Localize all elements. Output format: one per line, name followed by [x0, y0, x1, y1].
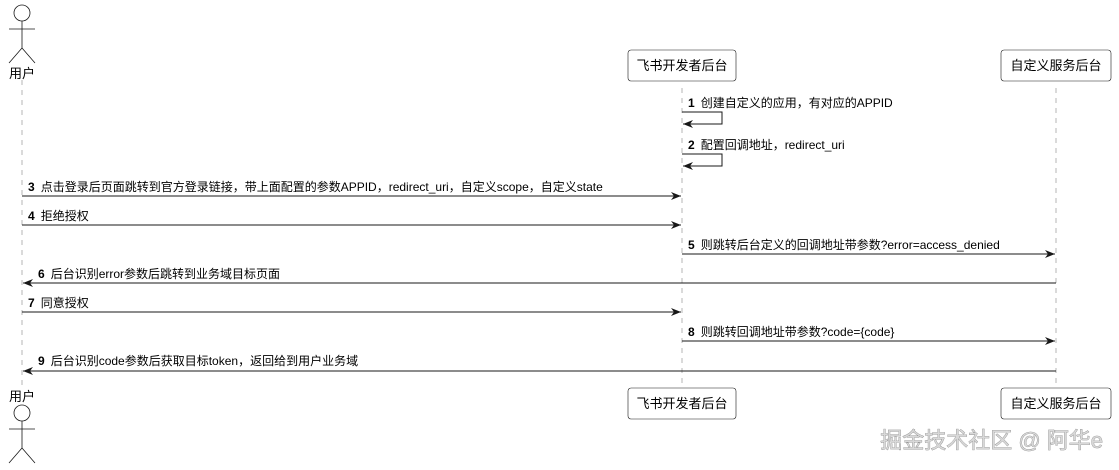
message-label: 7 同意授权 — [28, 295, 89, 310]
participant-user-bottom: 用户 — [8, 389, 36, 464]
message-number: 9 — [38, 354, 45, 368]
watermark: 掘金技术社区 @ 阿华e — [880, 428, 1103, 453]
message-1: 1 创建自定义的应用，有对应的APPID — [682, 95, 893, 128]
message-4: 4 拒绝授权 — [22, 208, 681, 229]
message-text: 拒绝授权 — [41, 208, 89, 223]
participant-custom-top: 自定义服务后台 — [1000, 49, 1112, 82]
participant-box — [1000, 387, 1112, 420]
message-text: 同意授权 — [41, 295, 89, 310]
message-text: 后台识别code参数后获取目标token，返回给到用户业务域 — [51, 353, 358, 368]
message-label: 9 后台识别code参数后获取目标token，返回给到用户业务域 — [38, 353, 358, 368]
participant-box — [627, 387, 737, 420]
participant-user-top: 用户 — [8, 4, 36, 81]
participant-label: 自定义服务后台 — [1010, 396, 1101, 411]
participant-feishu-top: 飞书开发者后台 — [627, 49, 737, 82]
message-label: 3 点击登录后页面跳转到官方登录链接，带上面配置的参数APPID，redirect… — [28, 179, 603, 194]
message-text: 配置回调地址，redirect_uri — [701, 138, 845, 152]
message-label: 8 则跳转回调地址带参数?code={code} — [688, 324, 894, 339]
participant-label: 用户 — [9, 389, 35, 404]
message-number: 3 — [28, 180, 35, 194]
message-2: 2 配置回调地址，redirect_uri — [682, 138, 845, 170]
participant-label: 用户 — [9, 66, 35, 81]
message-number: 7 — [28, 296, 35, 310]
message-text: 点击登录后页面跳转到官方登录链接，带上面配置的参数APPID，redirect_… — [41, 179, 603, 194]
message-9: 9 后台识别code参数后获取目标token，返回给到用户业务域 — [23, 353, 1056, 375]
message-number: 6 — [38, 267, 45, 281]
message-text: 则跳转后台定义的回调地址带参数?error=access_denied — [701, 237, 1000, 252]
message-label: 5 则跳转后台定义的回调地址带参数?error=access_denied — [688, 237, 1000, 252]
message-text: 创建自定义的应用，有对应的APPID — [701, 95, 893, 110]
message-6: 6 后台识别error参数后跳转到业务域目标页面 — [23, 266, 1056, 287]
message-8: 8 则跳转回调地址带参数?code={code} — [682, 324, 1055, 345]
message-text: 则跳转回调地址带参数?code={code} — [701, 324, 895, 339]
participant-box — [627, 49, 737, 82]
actor-head-icon — [13, 404, 31, 422]
message-number: 2 — [688, 138, 695, 152]
message-7: 7 同意授权 — [22, 295, 681, 316]
actor-body-icon — [8, 21, 36, 64]
message-number: 1 — [688, 96, 695, 110]
participant-label: 飞书开发者后台 — [636, 58, 727, 73]
participant-label: 自定义服务后台 — [1010, 58, 1101, 73]
participant-feishu-bottom: 飞书开发者后台 — [627, 387, 737, 420]
message-number: 5 — [688, 238, 695, 252]
message-label: 6 后台识别error参数后跳转到业务域目标页面 — [38, 266, 280, 281]
participant-box — [1000, 49, 1112, 82]
message-label: 4 拒绝授权 — [28, 208, 89, 223]
message-label: 2 配置回调地址，redirect_uri — [688, 138, 845, 152]
actor-body-icon — [8, 421, 36, 464]
message-text: 后台识别error参数后跳转到业务域目标页面 — [51, 266, 280, 281]
message-number: 4 — [28, 209, 35, 223]
self-arrow — [682, 153, 723, 170]
message-number: 8 — [688, 325, 695, 339]
participant-label: 飞书开发者后台 — [636, 396, 727, 411]
participant-custom-bottom: 自定义服务后台 — [1000, 387, 1112, 420]
message-3: 3 点击登录后页面跳转到官方登录链接，带上面配置的参数APPID，redirect… — [22, 179, 681, 200]
actor-head-icon — [13, 4, 31, 22]
message-label: 1 创建自定义的应用，有对应的APPID — [688, 95, 893, 110]
message-5: 5 则跳转后台定义的回调地址带参数?error=access_denied — [682, 237, 1055, 258]
self-arrow — [682, 111, 723, 128]
